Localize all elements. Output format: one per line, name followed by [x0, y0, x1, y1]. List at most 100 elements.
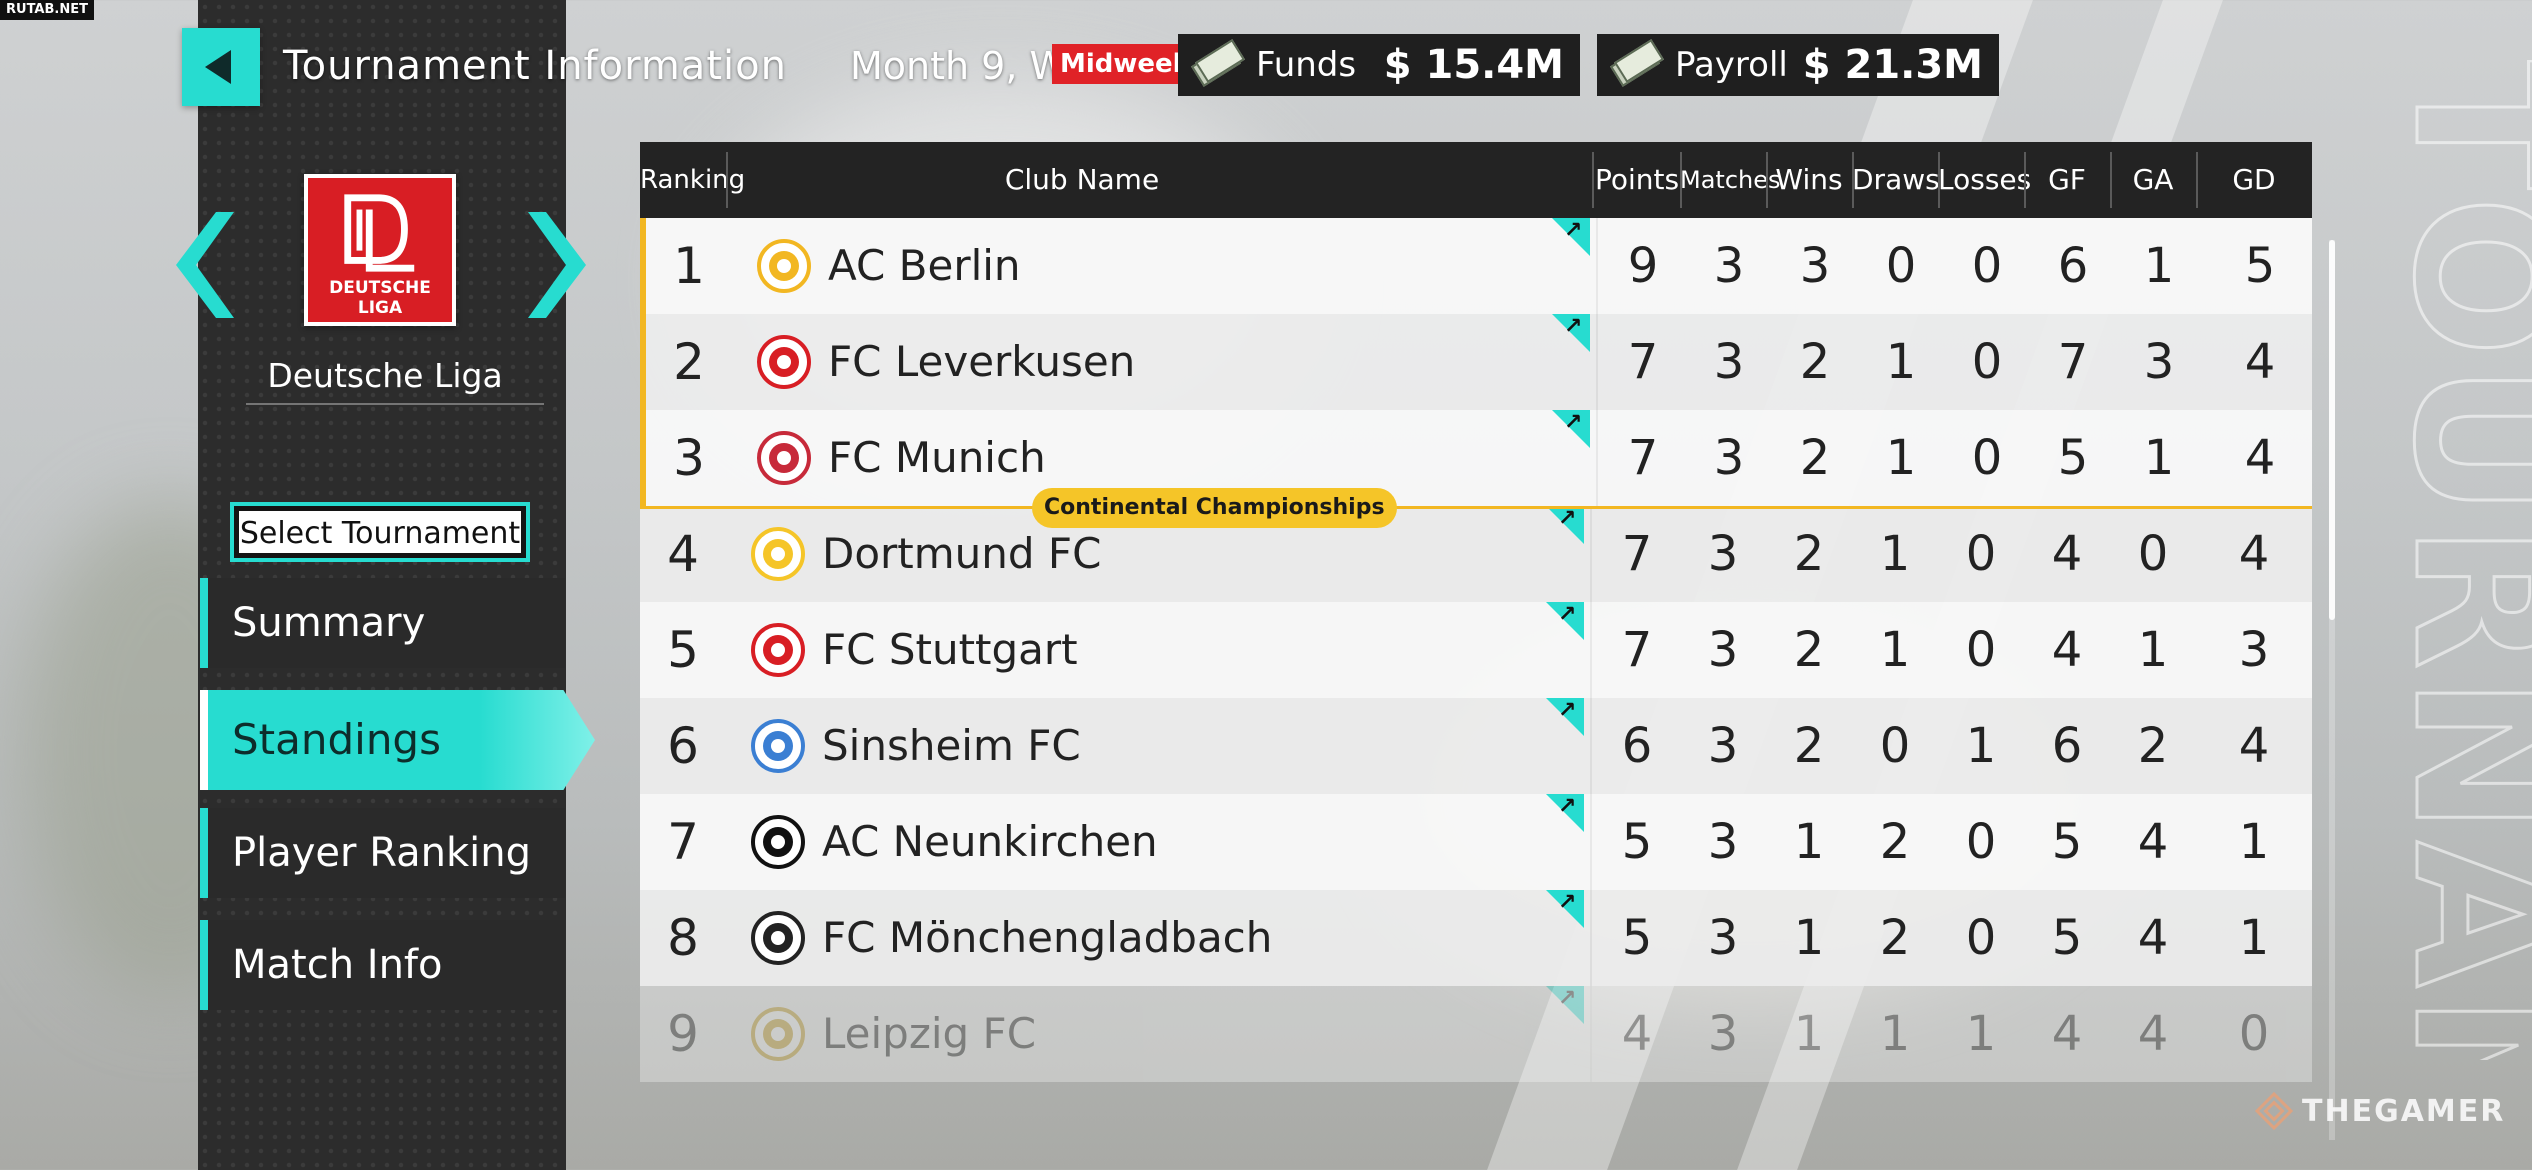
club-details-corner[interactable] — [1546, 794, 1584, 832]
table-row[interactable]: 8 FC Mönchengladbach ↗ 5 3 1 2 0 5 4 1 — [640, 890, 2312, 986]
gd-cell: 4 — [2244, 334, 2276, 390]
ga-cell: 1 — [2143, 430, 2175, 486]
wins-cell: 2 — [1793, 718, 1825, 774]
club-name-cell[interactable]: Dortmund FC — [822, 529, 1102, 578]
header-gf[interactable]: GF — [2048, 163, 2086, 196]
ga-cell: 4 — [2137, 910, 2169, 966]
club-details-corner[interactable] — [1546, 506, 1584, 544]
ga-cell: 4 — [2137, 1006, 2169, 1062]
previous-league-button[interactable] — [172, 210, 242, 320]
select-tournament-button[interactable]: Select Tournament — [230, 502, 530, 562]
ga-cell: 4 — [2137, 814, 2169, 870]
expand-arrow-icon: ↗ — [1558, 698, 1577, 723]
expand-arrow-icon: ↗ — [1558, 506, 1577, 531]
club-crest-icon — [751, 527, 805, 581]
club-name-cell[interactable]: AC Berlin — [828, 241, 1021, 290]
back-button[interactable] — [182, 28, 260, 106]
header-gd[interactable]: GD — [2232, 163, 2276, 196]
club-details-corner[interactable] — [1552, 410, 1590, 448]
menu-summary[interactable]: Summary — [200, 578, 565, 668]
club-details-corner[interactable] — [1552, 314, 1590, 352]
expand-arrow-icon: ↗ — [1564, 218, 1583, 243]
club-details-corner[interactable] — [1552, 218, 1590, 256]
site-tag: RUTAB.NET — [0, 0, 94, 20]
draws-cell: 1 — [1879, 1006, 1911, 1062]
table-row[interactable]: 1 AC Berlin ↗ 9 3 3 0 0 6 1 5 — [640, 218, 2312, 314]
column-divider — [1596, 218, 1598, 314]
wins-cell: 1 — [1793, 1006, 1825, 1062]
gf-cell: 5 — [2057, 430, 2089, 486]
losses-cell: 0 — [1965, 814, 1997, 870]
club-crest-icon — [751, 1007, 805, 1061]
wins-cell: 3 — [1799, 238, 1831, 294]
wins-cell: 2 — [1793, 526, 1825, 582]
menu-standings[interactable]: Standings — [200, 690, 595, 790]
club-details-corner[interactable] — [1546, 602, 1584, 640]
menu-player-ranking[interactable]: Player Ranking — [200, 808, 565, 898]
table-row[interactable]: 5 FC Stuttgart ↗ 7 3 2 1 0 4 1 3 — [640, 602, 2312, 698]
losses-cell: 0 — [1971, 238, 2003, 294]
menu-match-info[interactable]: Match Info — [200, 920, 565, 1010]
scrollbar-track[interactable] — [2329, 240, 2335, 1140]
header-ga[interactable]: GA — [2132, 163, 2174, 196]
header-wins[interactable]: Wins — [1775, 163, 1843, 196]
matches-cell: 3 — [1707, 910, 1739, 966]
club-details-corner[interactable] — [1546, 986, 1584, 1024]
club-name-cell[interactable]: Sinsheim FC — [822, 721, 1081, 770]
wins-cell: 2 — [1799, 334, 1831, 390]
club-name-cell[interactable]: AC Neunkirchen — [822, 817, 1158, 866]
header-points[interactable]: Points — [1594, 163, 1680, 196]
matches-cell: 3 — [1707, 718, 1739, 774]
draws-cell: 1 — [1885, 430, 1917, 486]
column-divider — [1590, 698, 1592, 794]
watermark-text: THEGAMER — [2302, 1093, 2506, 1129]
divider — [246, 403, 544, 405]
diamond-logo-icon — [2254, 1091, 2294, 1131]
money-icon — [1609, 39, 1665, 87]
losses-cell: 0 — [1965, 910, 1997, 966]
gf-cell: 5 — [2051, 910, 2083, 966]
club-details-corner[interactable] — [1546, 698, 1584, 736]
header-draws[interactable]: Draws — [1852, 163, 1940, 196]
scrollbar-thumb[interactable] — [2329, 240, 2335, 620]
points-cell: 4 — [1621, 1006, 1653, 1062]
club-crest-icon — [757, 239, 811, 293]
header-ranking[interactable]: Ranking — [640, 165, 746, 195]
payroll-panel: Payroll $ 21.3M — [1597, 34, 1999, 96]
qualification-line — [640, 506, 2312, 509]
table-row[interactable]: 7 AC Neunkirchen ↗ 5 3 1 2 0 5 4 1 — [640, 794, 2312, 890]
rank-cell: 6 — [667, 717, 699, 775]
club-name-cell[interactable]: FC Munich — [828, 433, 1046, 482]
table-row[interactable]: 6 Sinsheim FC ↗ 6 3 2 0 1 6 2 4 — [640, 698, 2312, 794]
table-row[interactable]: 9 Leipzig FC ↗ 4 3 1 1 1 4 4 0 — [640, 986, 2312, 1082]
table-row[interactable]: 2 FC Leverkusen ↗ 7 3 2 1 0 7 3 4 — [640, 314, 2312, 410]
gd-cell: 1 — [2238, 814, 2270, 870]
header-matches[interactable]: Matches — [1680, 166, 1781, 194]
rank-cell: 9 — [667, 1005, 699, 1063]
table-row[interactable]: 3 FC Munich ↗ 7 3 2 1 0 5 1 4 — [640, 410, 2312, 506]
wins-cell: 2 — [1799, 430, 1831, 486]
losses-cell: 0 — [1971, 334, 2003, 390]
points-cell: 5 — [1621, 910, 1653, 966]
funds-panel: Funds $ 15.4M — [1178, 34, 1580, 96]
chevron-right-icon — [528, 212, 586, 318]
gd-cell: 1 — [2238, 910, 2270, 966]
draws-cell: 2 — [1879, 814, 1911, 870]
club-name-cell[interactable]: Leipzig FC — [822, 1009, 1037, 1058]
ga-cell: 0 — [2137, 526, 2169, 582]
club-crest-icon — [757, 335, 811, 389]
club-details-corner[interactable] — [1546, 890, 1584, 928]
page-title: Tournament Information — [283, 43, 787, 89]
club-name-cell[interactable]: FC Stuttgart — [822, 625, 1078, 674]
header-club-name[interactable]: Club Name — [1004, 163, 1160, 196]
club-name-cell[interactable]: FC Mönchengladbach — [822, 913, 1273, 962]
next-league-button[interactable] — [520, 210, 590, 320]
payroll-label: Payroll — [1675, 45, 1788, 85]
league-logo: DEUTSCHE LIGA — [304, 174, 456, 326]
header-losses[interactable]: Losses — [1938, 163, 2032, 196]
table-row[interactable]: 4 Dortmund FC ↗ 7 3 2 1 0 4 0 4 — [640, 506, 2312, 602]
rank-cell: 3 — [673, 429, 705, 487]
matches-cell: 3 — [1707, 814, 1739, 870]
draws-cell: 2 — [1879, 910, 1911, 966]
club-name-cell[interactable]: FC Leverkusen — [828, 337, 1136, 386]
